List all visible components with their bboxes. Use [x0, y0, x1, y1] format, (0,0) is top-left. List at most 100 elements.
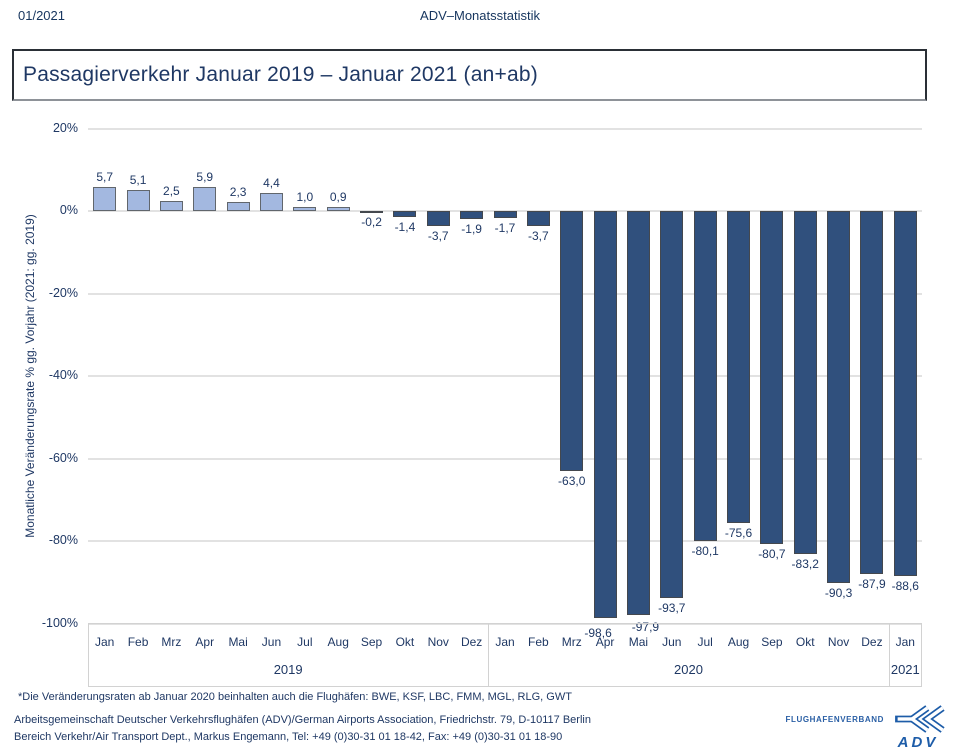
month-label: Dez — [861, 635, 883, 649]
bar-dez-2019 — [460, 211, 484, 219]
month-label: Jan — [895, 635, 915, 649]
bar-value-label: 2,3 — [229, 184, 247, 199]
bar-mai-2020 — [626, 211, 650, 615]
ytick-label: 0% — [59, 203, 78, 217]
month-label: Jan — [495, 635, 515, 649]
chart-title-box: Passagierverkehr Januar 2019 – Januar 20… — [12, 49, 927, 101]
month-label: Nov — [427, 635, 449, 649]
ytick-label: -40% — [48, 368, 78, 382]
month-label: Mai — [628, 635, 649, 649]
month-label: Feb — [127, 635, 149, 649]
bar-jul-2020 — [693, 211, 717, 542]
gridline — [88, 540, 922, 542]
year-label: 2020 — [674, 662, 703, 677]
month-label: Jun — [261, 635, 282, 649]
bar-value-label: 5,9 — [196, 169, 214, 184]
ytick-label: -100% — [41, 615, 78, 630]
gridline — [88, 457, 922, 460]
bar-value-label: -80,1 — [691, 544, 719, 559]
bar-value-label: 1,0 — [296, 189, 314, 204]
bar-value-label: -63,0 — [558, 473, 586, 488]
bar-value-label: -1,4 — [394, 219, 416, 234]
document-title: ADV–Monatsstatistik — [420, 8, 540, 23]
ytick-label: -60% — [48, 450, 78, 465]
bar-nov-2019 — [426, 211, 450, 227]
month-label: Jul — [297, 635, 313, 649]
bar-apr-2020 — [593, 211, 617, 618]
bar-jul-2019 — [293, 206, 317, 211]
ytick-label: -80% — [48, 533, 78, 547]
bar-value-label: -90,3 — [824, 586, 853, 601]
bar-value-label: 0,9 — [329, 190, 347, 205]
ytick-label: -20% — [48, 285, 78, 300]
bar-sep-2020 — [760, 211, 784, 544]
adv-chevrons-icon — [895, 705, 945, 733]
issue-label: 01/2021 — [18, 8, 65, 23]
bar-jun-2020 — [660, 211, 684, 598]
month-label: Okt — [795, 635, 815, 649]
month-label: Jan — [95, 635, 115, 649]
month-label: Apr — [595, 635, 615, 649]
bar-jun-2019 — [259, 192, 283, 211]
bar-feb-2019 — [126, 189, 150, 211]
adv-logo-abbr: ADV — [897, 734, 939, 751]
bar-value-label: -83,2 — [791, 557, 819, 572]
bar-aug-2020 — [727, 211, 751, 523]
month-label: Aug — [727, 635, 750, 649]
bar-value-label: -75,6 — [724, 525, 753, 540]
adv-logo-org-label: FLUGHAFENVERBAND — [785, 714, 884, 724]
month-label: Sep — [761, 635, 783, 649]
year-separator — [888, 623, 890, 687]
month-label: Mrz — [161, 635, 182, 649]
bar-mai-2019 — [226, 201, 250, 211]
footer-contact: Bereich Verkehr/Air Transport Dept., Mar… — [14, 731, 563, 743]
bar-sep-2019 — [360, 211, 384, 213]
year-separator — [488, 623, 490, 687]
month-label: Nov — [827, 635, 850, 649]
bar-apr-2019 — [193, 186, 217, 211]
bar-value-label: -80,7 — [758, 546, 786, 561]
bar-value-label: -3,7 — [528, 229, 549, 244]
bar-aug-2019 — [326, 207, 350, 211]
month-label: Okt — [395, 635, 415, 649]
bar-value-label: -0,2 — [361, 214, 382, 229]
gridline — [88, 292, 922, 295]
bar-mrz-2020 — [560, 211, 584, 471]
bar-jan-2021 — [893, 211, 917, 577]
month-label: Jul — [697, 635, 713, 649]
chart-title: Passagierverkehr Januar 2019 – Januar 20… — [23, 63, 538, 86]
gridline — [88, 127, 922, 130]
month-label: Aug — [327, 635, 349, 649]
bar-jan-2020 — [493, 211, 517, 218]
ytick-label: 20% — [52, 120, 78, 135]
bar-value-label: 5,1 — [129, 172, 147, 187]
month-label: Apr — [195, 635, 215, 649]
bar-dez-2020 — [860, 211, 884, 574]
bar-value-label: -3,7 — [427, 229, 449, 244]
bar-value-label: -88,6 — [891, 579, 919, 594]
bar-okt-2019 — [393, 211, 417, 217]
bar-value-label: 4,4 — [263, 175, 280, 190]
x-axis-strip — [88, 623, 922, 687]
year-label: 2021 — [890, 662, 920, 677]
adv-logo: FLUGHAFENVERBAND ADV — [786, 704, 947, 750]
month-label: Mai — [228, 635, 248, 649]
bar-value-label: -1,9 — [461, 221, 482, 236]
month-label: Mrz — [561, 635, 582, 649]
bar-value-label: 5,7 — [96, 170, 114, 185]
bar-value-label: -98,6 — [584, 625, 612, 640]
bar-mrz-2019 — [159, 200, 183, 211]
footnote: *Die Veränderungsraten ab Januar 2020 be… — [18, 691, 572, 703]
gridline — [88, 375, 922, 377]
bar-value-label: -87,9 — [858, 576, 886, 591]
month-label: Sep — [360, 635, 383, 649]
bar-value-label: -93,7 — [658, 600, 686, 615]
month-label: Dez — [460, 635, 483, 649]
bar-jan-2019 — [93, 187, 117, 211]
bar-value-label: -1,7 — [494, 221, 516, 235]
month-label: Jun — [662, 635, 682, 649]
adv-logo-mark: ADV — [890, 704, 946, 750]
footer-address: Arbeitsgemeinschaft Deutscher Verkehrsfl… — [14, 714, 591, 726]
year-label: 2019 — [273, 662, 303, 677]
